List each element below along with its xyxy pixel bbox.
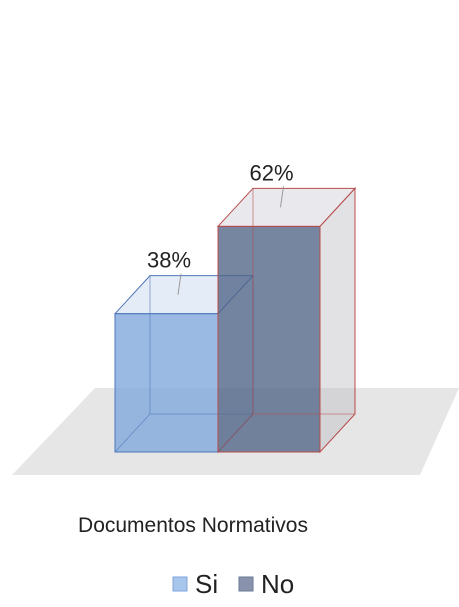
bar-no-side — [319, 187, 356, 454]
bar-si — [114, 313, 219, 453]
data-label-si: 38% — [147, 248, 191, 273]
bar-no-top — [216, 187, 357, 227]
legend-label-no: No — [261, 569, 294, 599]
bars-group — [113, 187, 357, 454]
legend-swatch-no — [238, 576, 254, 592]
data-label-si-leader — [177, 273, 182, 295]
category-label: Documentos Normativos — [78, 514, 308, 537]
bar-no — [217, 225, 321, 453]
data-labels-group: 38% 62% — [147, 160, 294, 295]
legend-swatch-si — [172, 576, 188, 592]
legend-label-si: Si — [195, 569, 218, 599]
bar-si-back-bottom — [114, 413, 151, 453]
data-label-no: 62% — [249, 160, 293, 185]
bar-no-back-bottom — [217, 413, 254, 453]
legend: Si No — [172, 569, 294, 599]
data-label-no-leader — [280, 186, 284, 208]
